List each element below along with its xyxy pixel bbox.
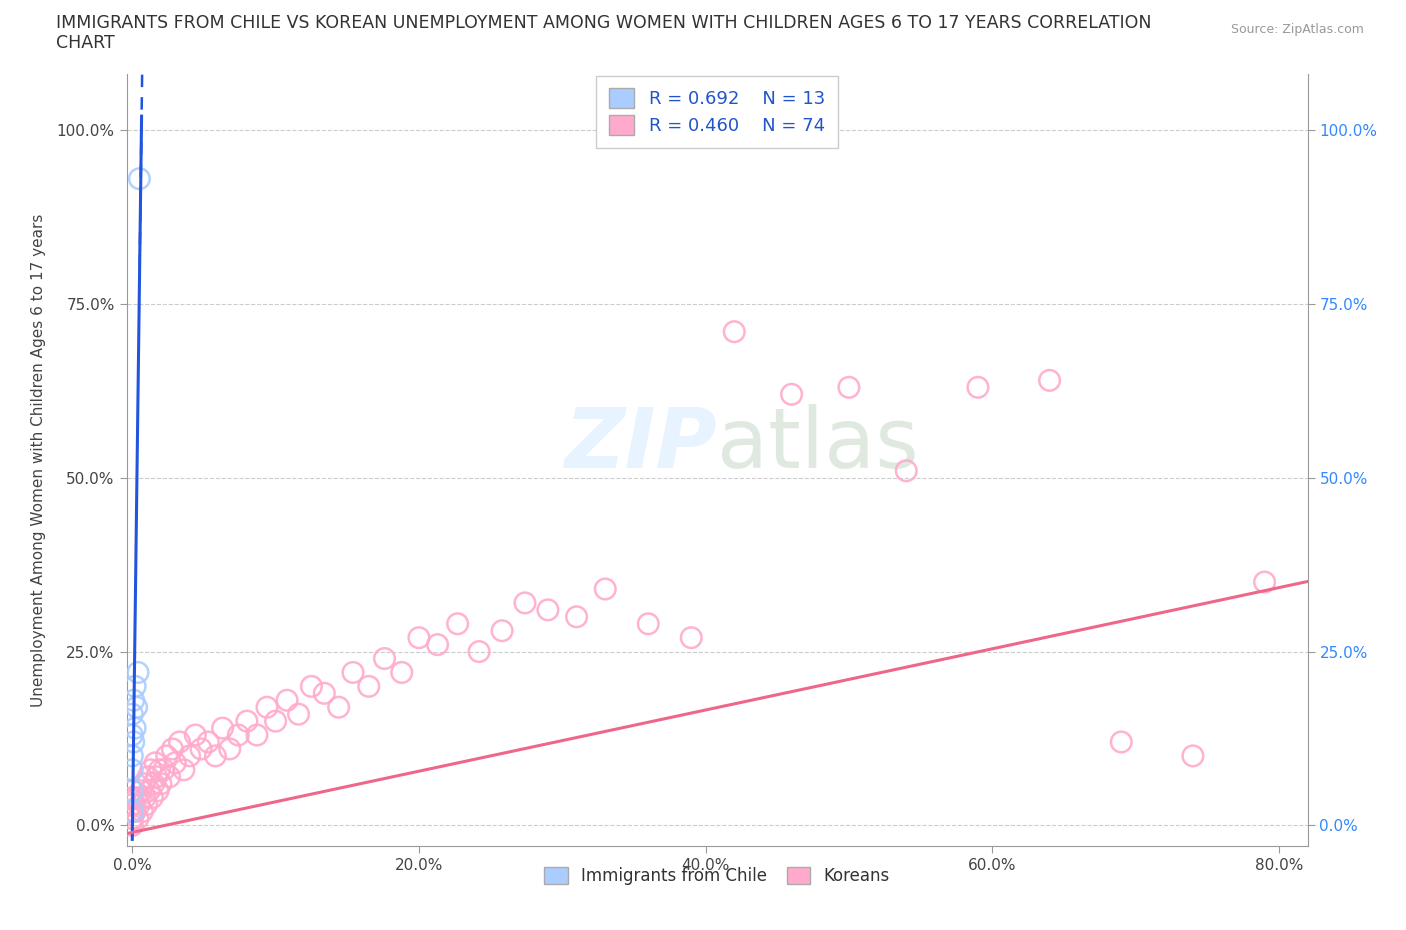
Point xyxy=(513,595,536,610)
Point xyxy=(204,749,226,764)
Point xyxy=(162,741,184,756)
Point xyxy=(593,581,616,596)
Point xyxy=(838,379,860,394)
Point xyxy=(169,735,191,750)
Point xyxy=(121,749,143,764)
Point xyxy=(287,707,309,722)
Point xyxy=(723,325,745,339)
Point xyxy=(121,727,143,742)
Point xyxy=(190,741,212,756)
Point xyxy=(128,797,150,812)
Point xyxy=(145,769,167,784)
Point xyxy=(125,699,148,714)
Text: atlas: atlas xyxy=(717,405,918,485)
Point xyxy=(156,749,179,764)
Point xyxy=(129,783,152,798)
Point xyxy=(124,679,146,694)
Point xyxy=(264,713,287,728)
Point xyxy=(342,665,364,680)
Point xyxy=(896,463,918,478)
Point xyxy=(565,609,588,624)
Point xyxy=(408,631,430,645)
Point xyxy=(131,804,153,819)
Point xyxy=(1109,735,1132,750)
Point xyxy=(211,721,233,736)
Point xyxy=(1253,575,1275,590)
Point xyxy=(491,623,513,638)
Point xyxy=(121,811,143,826)
Point xyxy=(357,679,380,694)
Point xyxy=(143,755,166,770)
Point xyxy=(136,769,159,784)
Point xyxy=(146,783,169,798)
Point xyxy=(159,769,181,784)
Point xyxy=(121,790,143,805)
Point xyxy=(149,777,172,791)
Point xyxy=(121,811,143,826)
Point xyxy=(127,811,149,826)
Point xyxy=(125,790,148,805)
Point xyxy=(124,721,146,736)
Point xyxy=(134,790,156,805)
Point xyxy=(121,763,143,777)
Point xyxy=(184,727,207,742)
Point xyxy=(468,644,491,659)
Point xyxy=(780,387,803,402)
Point xyxy=(681,631,703,645)
Point xyxy=(121,804,143,819)
Point xyxy=(537,603,560,618)
Point xyxy=(128,171,150,186)
Point xyxy=(121,818,143,833)
Point xyxy=(179,749,201,764)
Text: CHART: CHART xyxy=(56,34,115,52)
Point xyxy=(246,727,269,742)
Y-axis label: Unemployment Among Women with Children Ages 6 to 17 years: Unemployment Among Women with Children A… xyxy=(31,214,45,707)
Point xyxy=(153,763,176,777)
Point xyxy=(121,783,143,798)
Point xyxy=(141,790,163,805)
Point xyxy=(426,637,449,652)
Text: Source: ZipAtlas.com: Source: ZipAtlas.com xyxy=(1230,23,1364,36)
Point xyxy=(173,763,195,777)
Point xyxy=(138,783,160,798)
Point xyxy=(197,735,219,750)
Point xyxy=(132,777,155,791)
Legend: Immigrants from Chile, Koreans: Immigrants from Chile, Koreans xyxy=(537,860,897,892)
Point xyxy=(236,713,259,728)
Text: ZIP: ZIP xyxy=(564,405,717,485)
Point xyxy=(122,735,145,750)
Point xyxy=(328,699,350,714)
Point xyxy=(127,665,149,680)
Point xyxy=(139,763,162,777)
Point xyxy=(314,685,336,700)
Point xyxy=(228,727,250,742)
Point xyxy=(121,797,143,812)
Point xyxy=(135,797,157,812)
Point xyxy=(276,693,298,708)
Point xyxy=(1039,373,1062,388)
Point xyxy=(121,804,143,819)
Point xyxy=(121,707,143,722)
Point xyxy=(256,699,278,714)
Point xyxy=(301,679,323,694)
Point xyxy=(967,379,990,394)
Point xyxy=(373,651,395,666)
Point xyxy=(165,755,187,770)
Point xyxy=(637,617,659,631)
Point xyxy=(446,617,468,631)
Point xyxy=(124,804,146,819)
Point xyxy=(148,763,170,777)
Point xyxy=(142,777,165,791)
Point xyxy=(122,693,145,708)
Point xyxy=(121,783,143,798)
Point xyxy=(391,665,413,680)
Point xyxy=(1181,749,1204,764)
Text: IMMIGRANTS FROM CHILE VS KOREAN UNEMPLOYMENT AMONG WOMEN WITH CHILDREN AGES 6 TO: IMMIGRANTS FROM CHILE VS KOREAN UNEMPLOY… xyxy=(56,14,1152,32)
Point xyxy=(218,741,240,756)
